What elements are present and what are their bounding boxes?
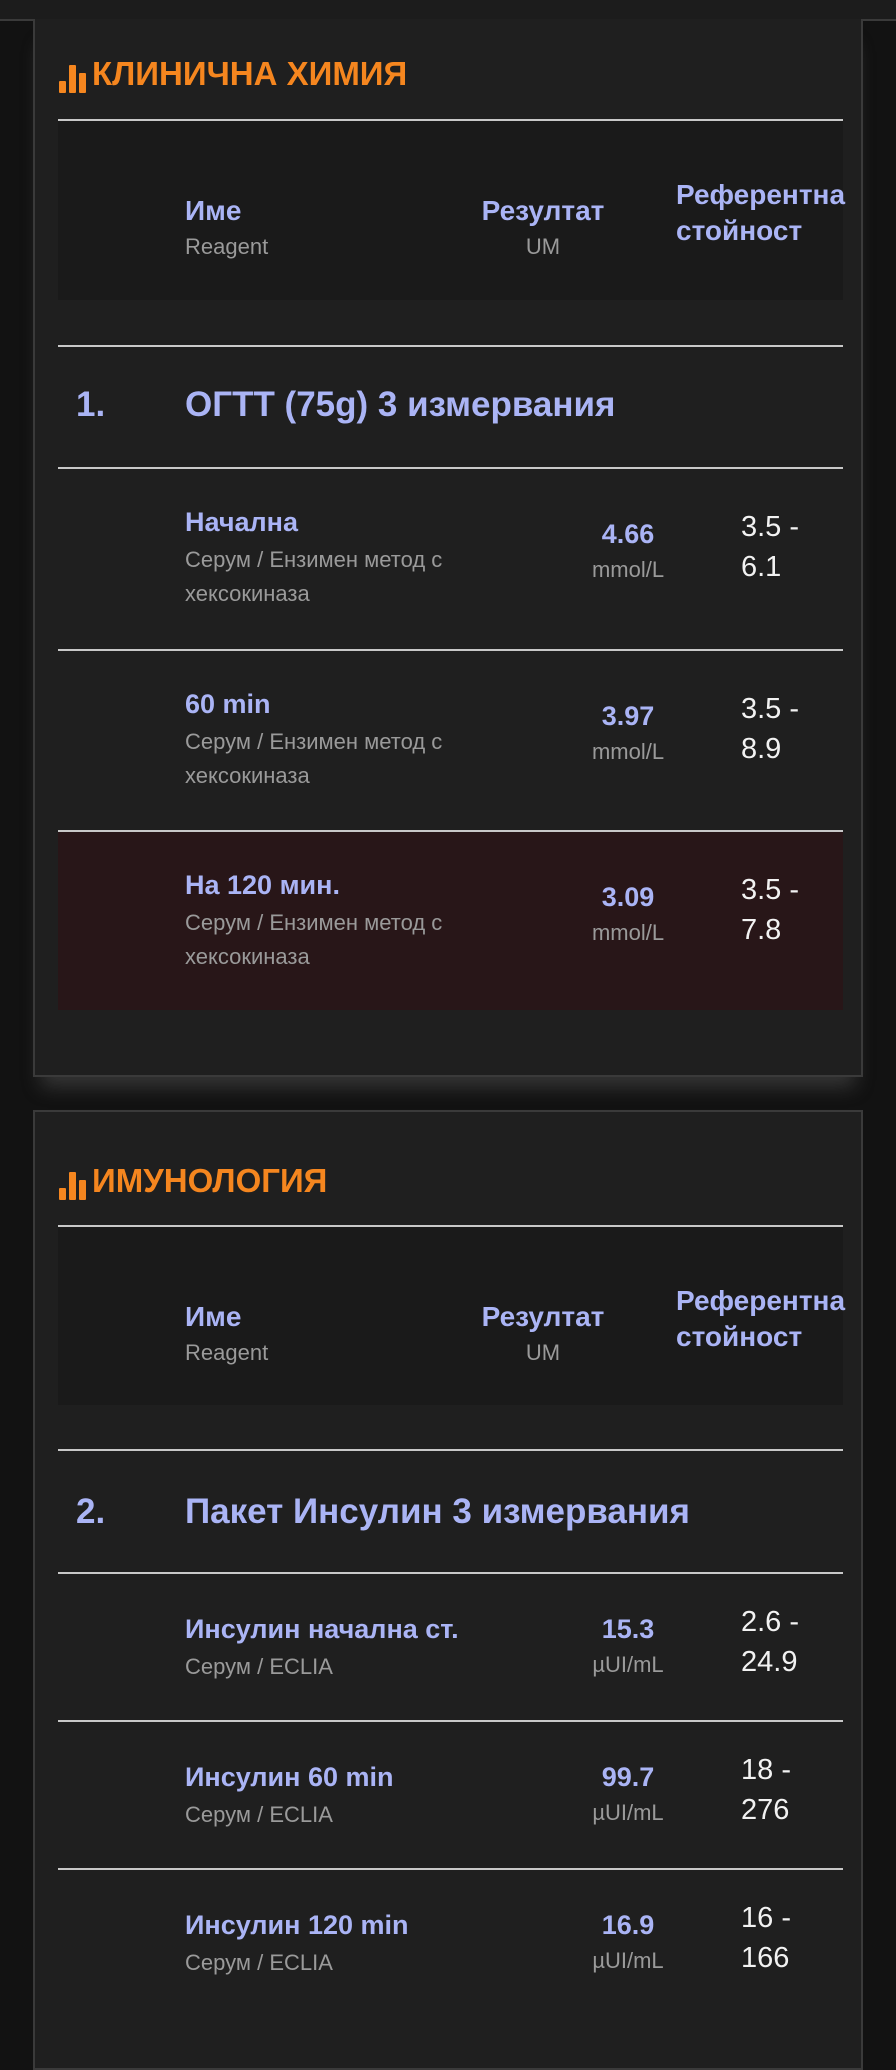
section-title-text: ИМУНОЛОГИЯ <box>92 1162 328 1199</box>
header-result: Резултат <box>481 1301 605 1332</box>
group-number: 1. <box>76 385 106 424</box>
reference-range: 2.6 - 24.9 <box>741 1606 800 1678</box>
result-value: 99.7 <box>601 1762 655 1792</box>
reference-range: 3.5 - 8.9 <box>741 693 800 765</box>
header-name: Име <box>185 1301 242 1332</box>
table-row[interactable]: Инсулин 60 min Серум / ECLIA 99.7 µUI/mL… <box>58 1720 843 1868</box>
result-unit: mmol/L <box>591 920 665 945</box>
result-unit: µUI/mL <box>592 1948 664 1973</box>
group-title: ОГТТ (75g) 3 измервания <box>185 385 616 424</box>
top-bar <box>0 0 896 21</box>
group-number: 2. <box>76 1492 106 1531</box>
group-title: Пакет Инсулин 3 измервания <box>185 1492 690 1531</box>
bar-chart-icon <box>59 1170 86 1200</box>
divider <box>58 1449 843 1451</box>
bar-chart-icon <box>59 63 86 93</box>
result-unit: mmol/L <box>591 557 665 582</box>
test-name: 60 min <box>185 689 271 719</box>
table-row-flagged[interactable]: На 120 мин. Серум / Ензимен метод с хекс… <box>58 830 843 1010</box>
table-row[interactable]: Инсулин начална ст. Серум / ECLIA 15.3 µ… <box>58 1572 843 1720</box>
divider <box>58 1225 843 1227</box>
table-row[interactable]: Инсулин 120 min Серум / ECLIA 16.9 µUI/m… <box>58 1868 843 2016</box>
test-name: Начална <box>185 507 299 537</box>
header-unit: UM <box>525 1340 561 1365</box>
header-name-sub: Reagent <box>185 234 269 259</box>
section-title: ИМУНОЛОГИЯ <box>59 1162 327 1200</box>
test-method: Серум / ECLIA <box>185 1950 333 1975</box>
header-reference: Референтна стойност <box>676 1285 846 1352</box>
section-title-text: КЛИНИЧНА ХИМИЯ <box>92 55 408 92</box>
test-name: Инсулин начална ст. <box>185 1614 459 1644</box>
result-unit: µUI/mL <box>592 1652 664 1677</box>
section-title: КЛИНИЧНА ХИМИЯ <box>59 55 407 93</box>
header-result: Резултат <box>481 195 605 226</box>
section-card-immunology: ИМУНОЛОГИЯ Име Reagent Резултат UM Рефер… <box>33 1110 863 2070</box>
test-name: На 120 мин. <box>185 870 340 900</box>
table-header: Име Reagent Резултат UM Референтна стойн… <box>58 121 845 300</box>
reference-range: 3.5 - 7.8 <box>741 874 800 946</box>
result-value: 4.66 <box>601 519 655 549</box>
header-unit: UM <box>525 234 561 259</box>
reference-range: 3.5 - 6.1 <box>741 511 800 583</box>
test-method: Серум / ECLIA <box>185 1802 333 1827</box>
table-header: Име Reagent Резултат UM Референтна стойн… <box>58 1227 845 1405</box>
header-name-sub: Reagent <box>185 1340 269 1365</box>
test-method: Серум / Ензимен метод с хексокиназа <box>185 729 443 788</box>
reference-range: 18 - 276 <box>741 1754 791 1826</box>
result-unit: mmol/L <box>591 739 665 764</box>
test-method: Серум / Ензимен метод с хексокиназа <box>185 547 443 606</box>
section-card-clinical-chemistry: КЛИНИЧНА ХИМИЯ Име Reagent Резултат UM Р… <box>33 19 863 1077</box>
test-method: Серум / ECLIA <box>185 1654 333 1679</box>
table-row[interactable]: Начална Серум / Ензимен метод с хексокин… <box>58 467 843 649</box>
header-name: Име <box>185 195 242 226</box>
divider <box>58 119 843 121</box>
header-reference: Референтна стойност <box>676 179 846 246</box>
test-name: Инсулин 120 min <box>185 1910 409 1940</box>
result-unit: µUI/mL <box>592 1800 664 1825</box>
test-method: Серум / Ензимен метод с хексокиназа <box>185 910 443 969</box>
result-value: 16.9 <box>601 1910 655 1940</box>
result-value: 3.97 <box>601 701 655 731</box>
table-row[interactable]: 60 min Серум / Ензимен метод с хексокина… <box>58 649 843 830</box>
test-name: Инсулин 60 min <box>185 1762 394 1792</box>
divider <box>58 345 843 347</box>
result-value: 3.09 <box>601 882 655 912</box>
reference-range: 16 - 166 <box>741 1902 791 1974</box>
result-value: 15.3 <box>601 1614 655 1644</box>
